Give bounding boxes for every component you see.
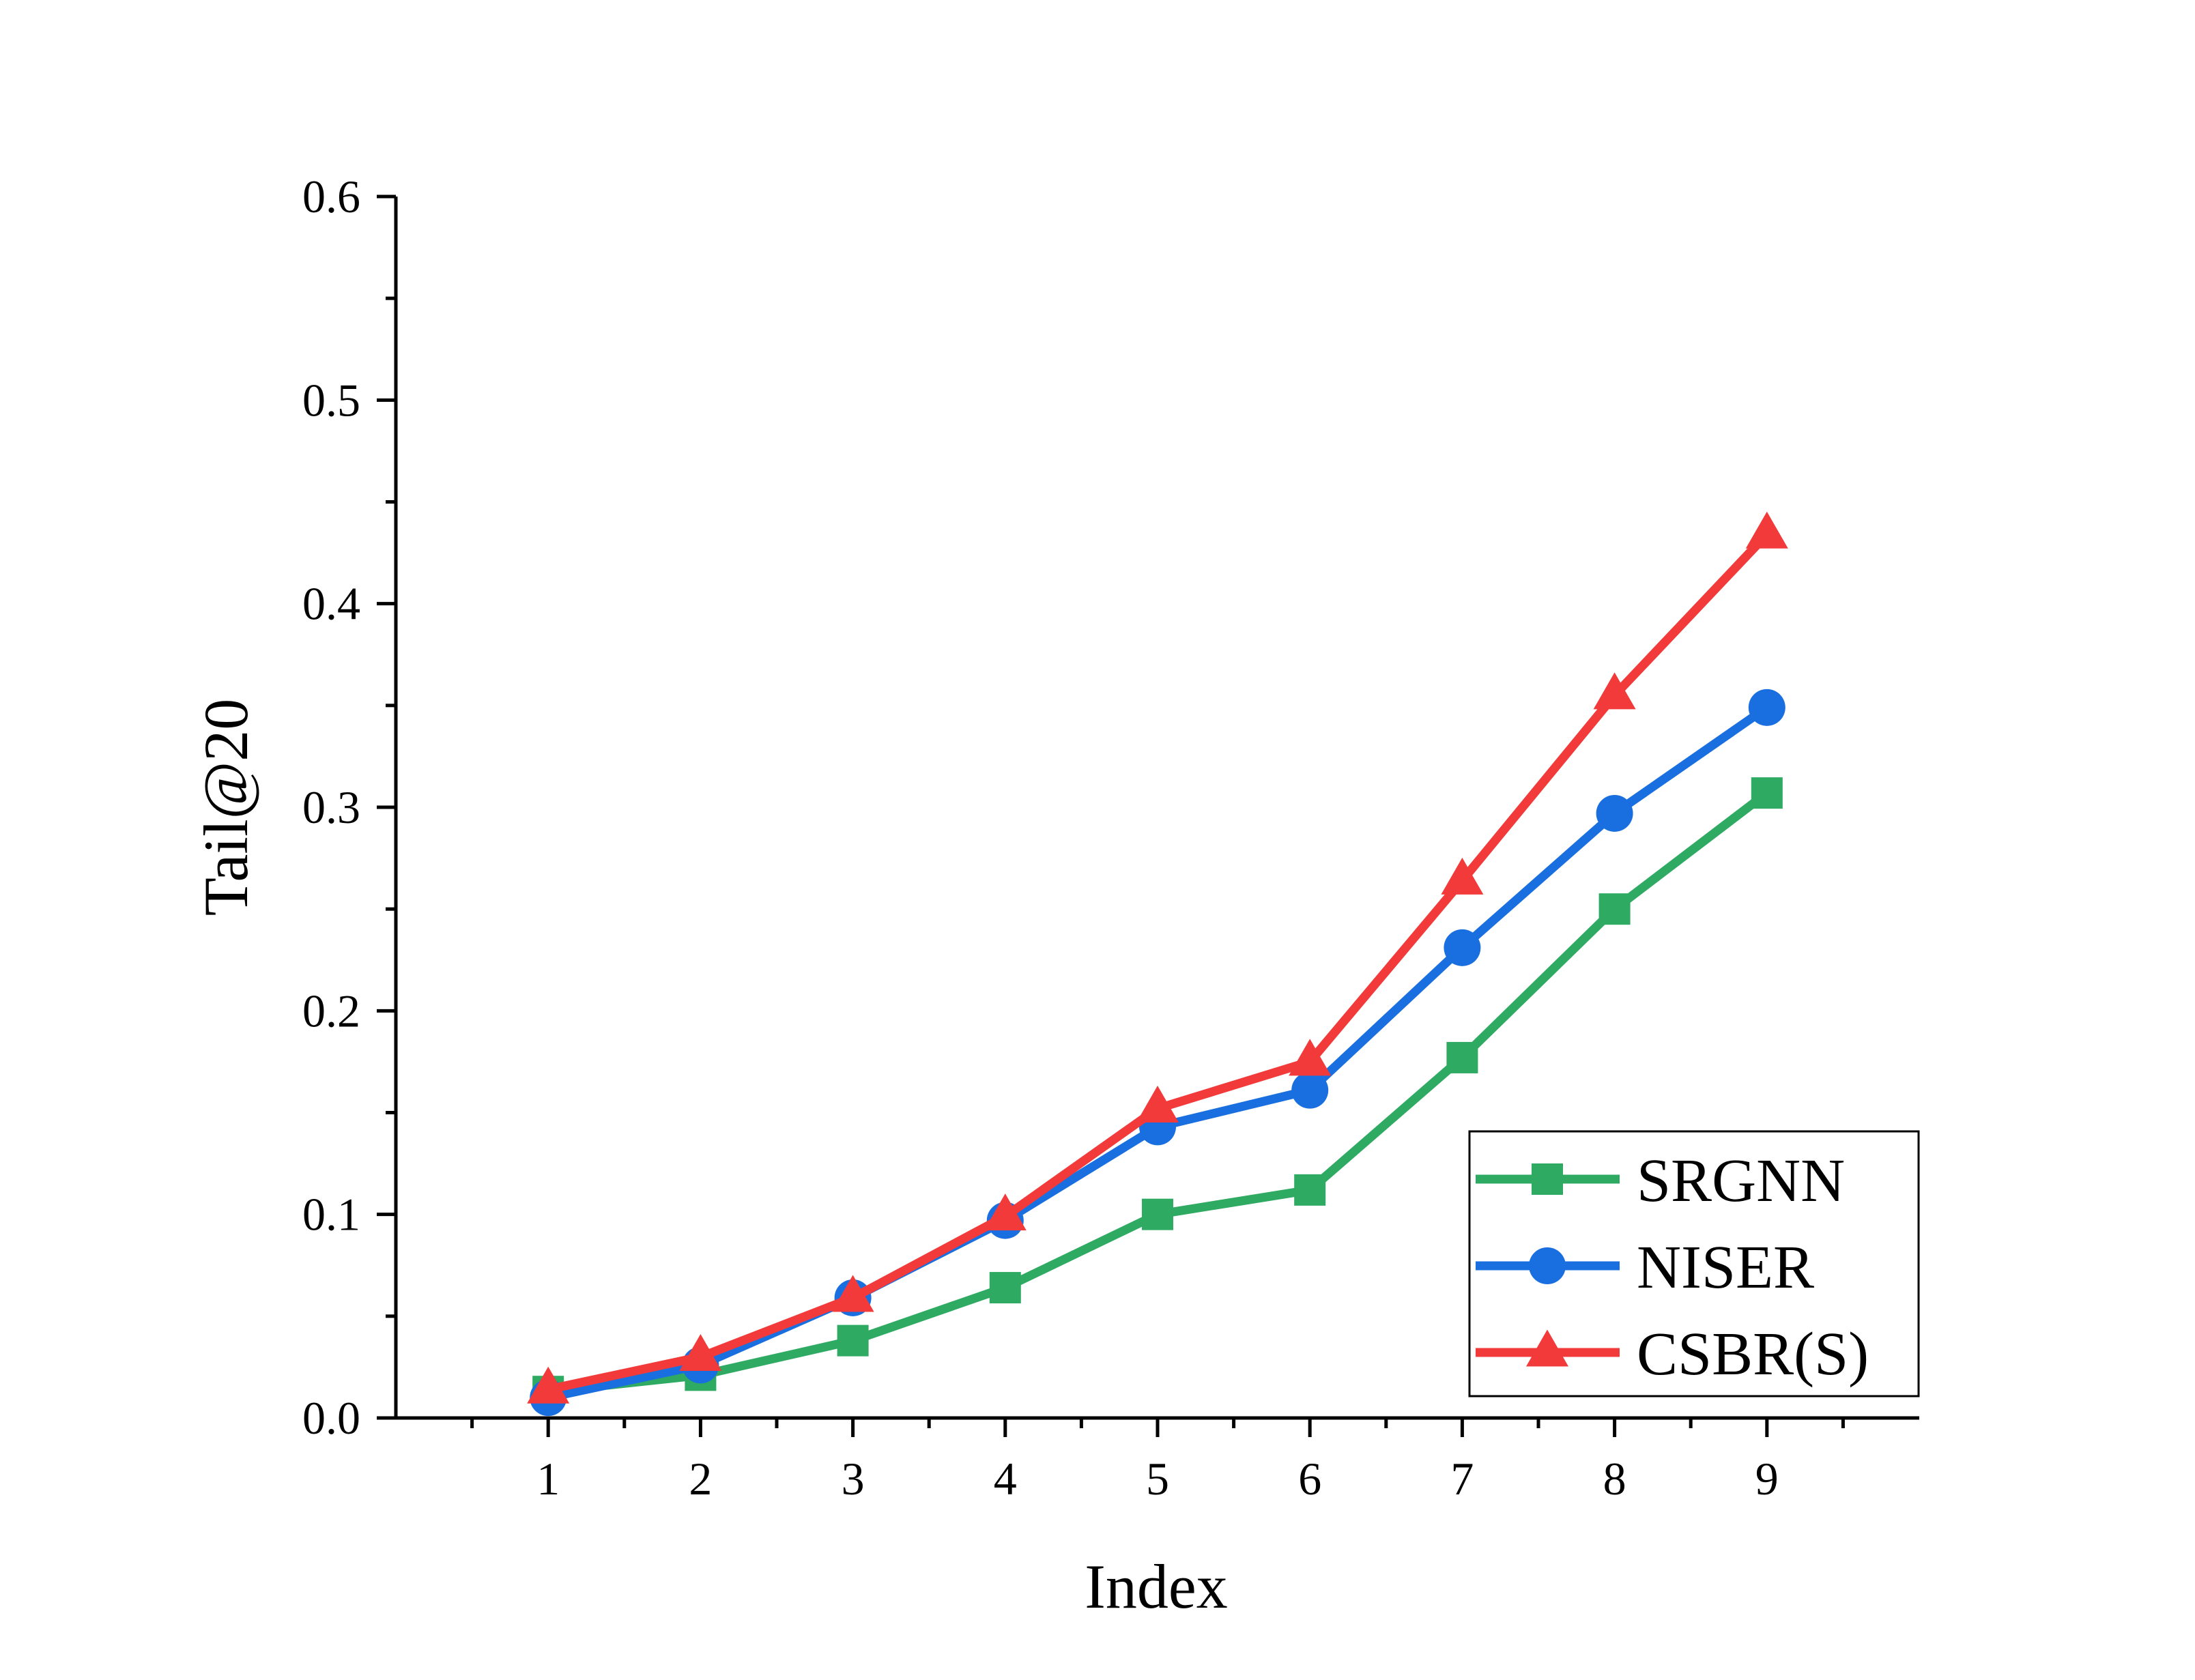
data-point [837,1324,869,1357]
legend-entry: SRGNN [1476,1147,1845,1215]
series-csbr-s- [527,511,1788,1404]
data-point [1598,893,1631,925]
x-tick-label: 6 [1298,1453,1321,1505]
y-tick-label: 0.4 [302,578,360,630]
legend-entry: NISER [1476,1234,1814,1301]
data-point [527,1366,570,1404]
legend-marker [1529,1247,1566,1284]
data-point [1596,794,1633,832]
data-point [1294,1174,1326,1206]
x-tick-label: 5 [1146,1453,1169,1505]
x-tick-label: 3 [842,1453,865,1505]
data-point [1291,1071,1329,1109]
legend-label: SRGNN [1637,1147,1845,1215]
data-point [1593,672,1636,710]
data-point [1289,1039,1332,1076]
legend-label: NISER [1637,1234,1814,1301]
data-point [1446,1041,1478,1073]
x-ticks: 1 2 3 4 5 6 7 8 9 [470,1418,1845,1505]
y-axis-title: Tail@20 [191,699,261,916]
data-point [984,1193,1027,1231]
data-point [989,1272,1021,1304]
data-point [1444,929,1481,966]
y-ticks: 0.0 0.1 0.2 0.3 0.4 0.5 0.6 [302,171,396,1444]
legend-marker [1532,1163,1563,1195]
legend-marker [1526,1329,1568,1367]
legend: SRGNN NISER CSBR(S) [1468,1130,1920,1397]
legend-entry: CSBR(S) [1476,1320,1869,1388]
data-point [1136,1086,1179,1123]
x-tick-label: 9 [1755,1453,1779,1505]
data-point [1441,857,1484,895]
x-tick-label: 4 [994,1453,1017,1505]
x-tick-label: 1 [536,1453,560,1505]
legend-entries: SRGNN NISER CSBR(S) [1476,1147,1869,1388]
y-tick-label: 0.0 [302,1392,360,1444]
y-tick-label: 0.1 [302,1189,360,1241]
series-layer [527,511,1788,1417]
data-point [1748,689,1785,726]
x-tick-label: 2 [689,1453,712,1505]
data-point [1142,1198,1173,1230]
x-axis-title: Index [1085,1552,1227,1621]
legend-label: CSBR(S) [1637,1320,1869,1388]
y-tick-label: 0.6 [302,171,360,222]
data-point [679,1334,722,1372]
y-tick-label: 0.5 [302,374,360,426]
x-tick-label: 7 [1450,1453,1474,1505]
y-tick-label: 0.2 [302,985,360,1037]
data-point [1745,511,1788,549]
data-point [1751,777,1783,809]
data-point [831,1275,874,1312]
x-tick-label: 8 [1603,1453,1626,1505]
y-tick-label: 0.3 [302,781,360,833]
